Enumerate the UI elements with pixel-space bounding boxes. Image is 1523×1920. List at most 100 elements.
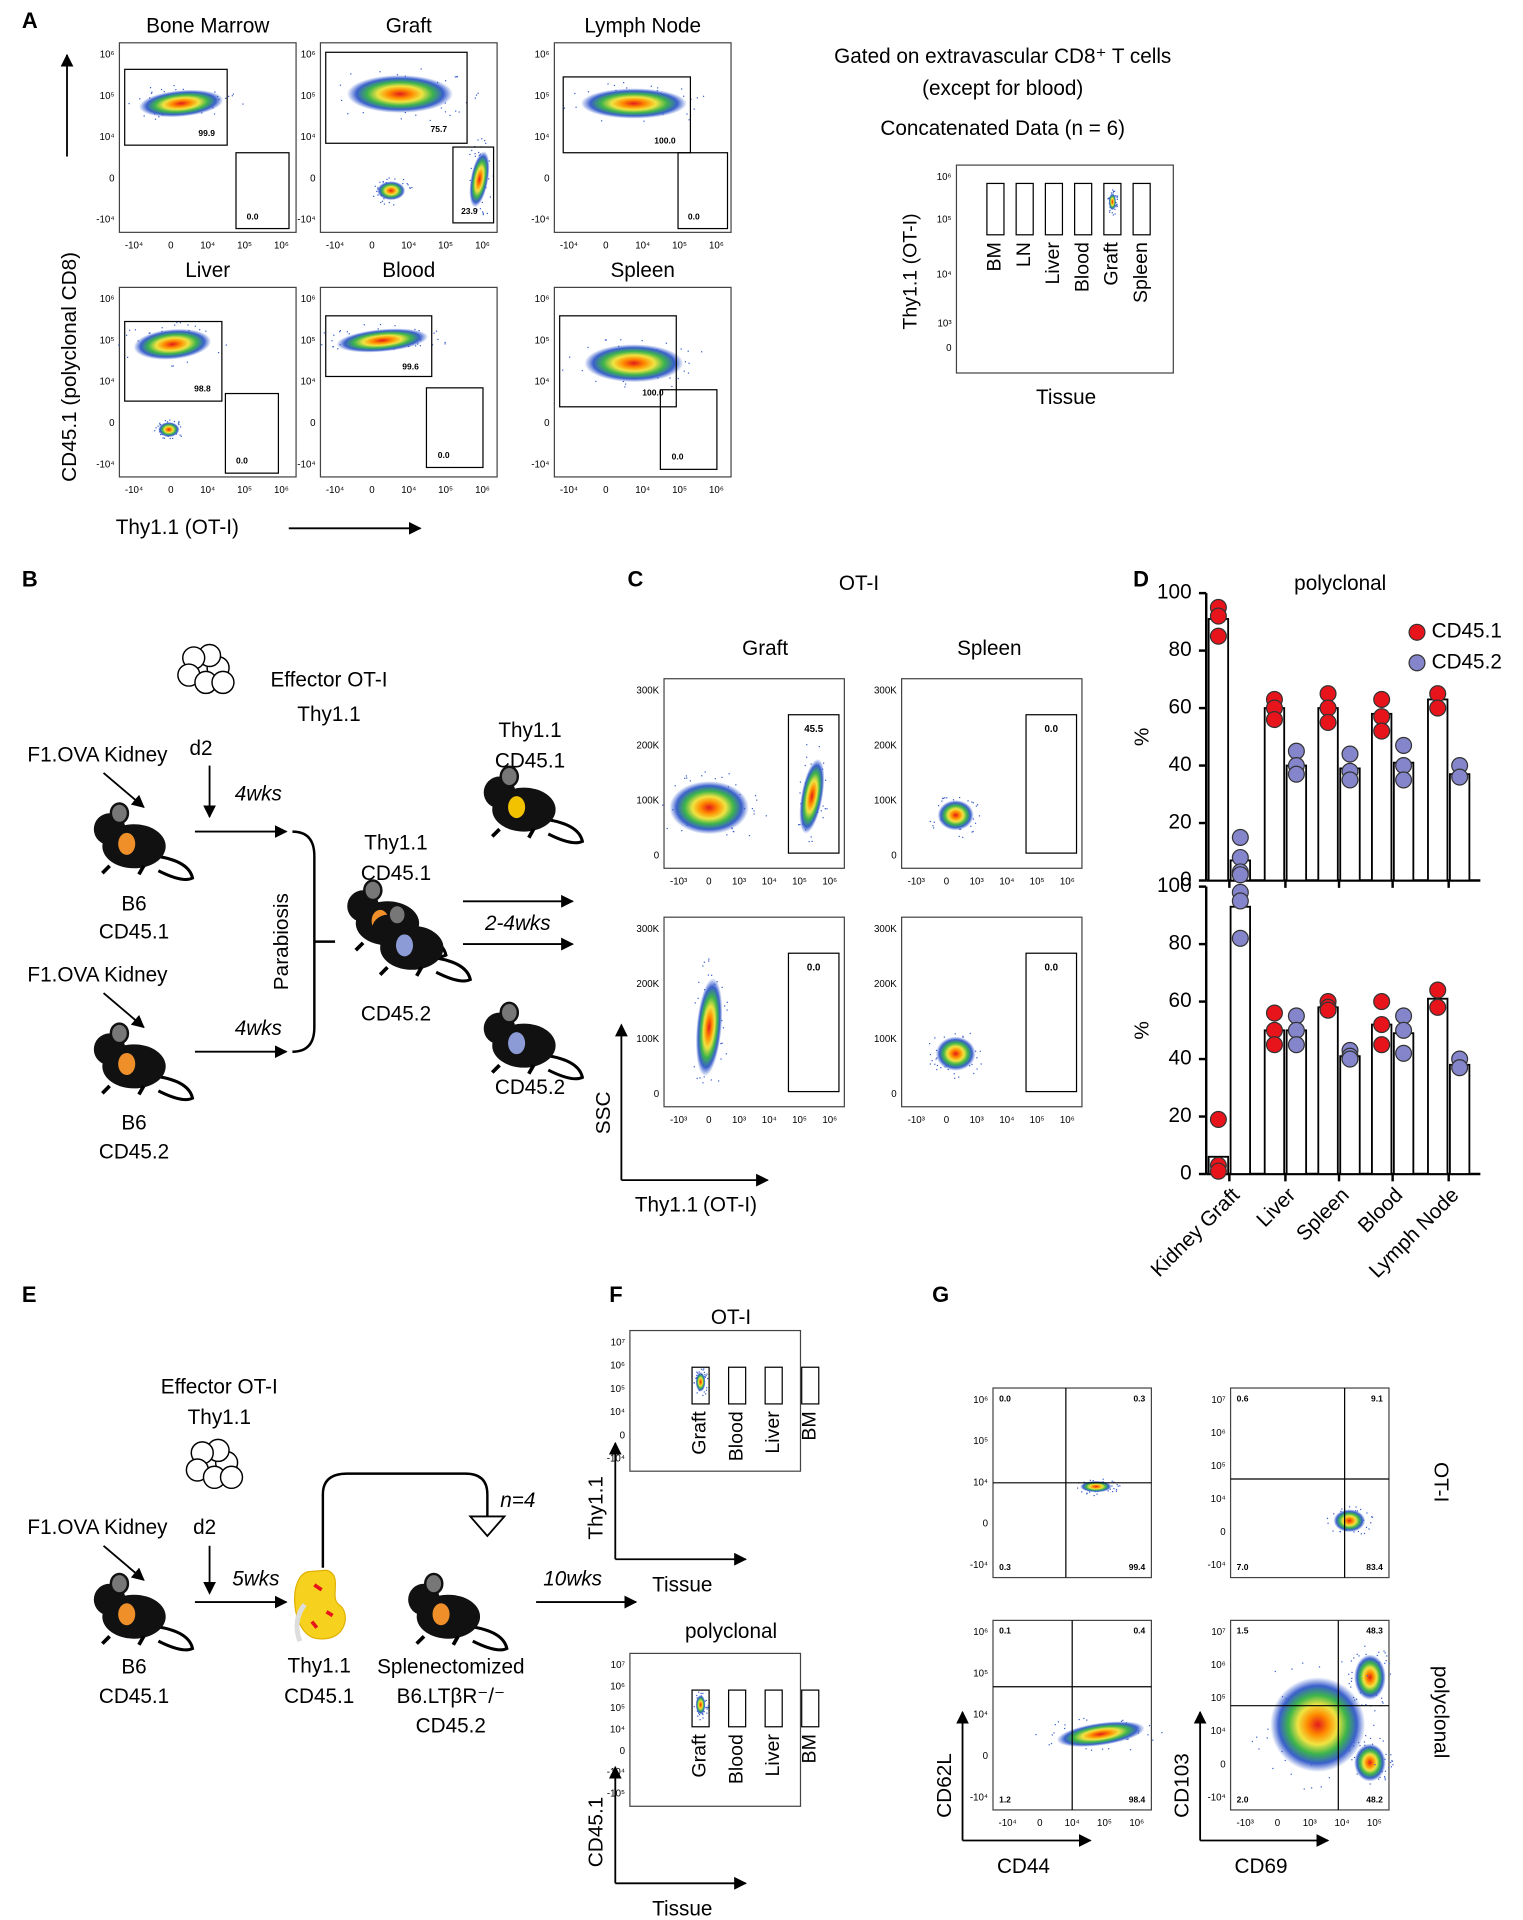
event-dot xyxy=(339,331,341,333)
y-tick-label: 40 xyxy=(1169,1047,1192,1070)
mouse-feet xyxy=(378,966,424,977)
event-dot xyxy=(1302,1662,1304,1664)
event-dot xyxy=(178,421,180,424)
event-dot xyxy=(159,424,161,426)
event-dot xyxy=(1113,1487,1115,1490)
event-dot xyxy=(1348,1506,1351,1508)
event-dot xyxy=(954,1033,956,1035)
quadrant-value: 48.2 xyxy=(1366,1794,1383,1804)
y-tick-label: 10⁴ xyxy=(610,1724,625,1735)
event-dot xyxy=(1152,1739,1154,1741)
plot-title: Bone Marrow xyxy=(146,14,270,37)
y-tick-label: 20 xyxy=(1169,1104,1192,1127)
quadrant-value: 0.3 xyxy=(1133,1393,1145,1403)
y-tick-label: 10⁵ xyxy=(301,335,316,346)
event-dot xyxy=(214,91,216,93)
bar xyxy=(1427,997,1449,1175)
event-dot xyxy=(474,155,476,157)
event-dot xyxy=(624,383,627,385)
event-dot xyxy=(173,420,176,423)
data-point xyxy=(1209,1162,1227,1180)
y-tick-label: 300K xyxy=(636,924,659,935)
event-dot xyxy=(469,179,471,182)
mouse-kidney xyxy=(432,1603,450,1626)
label: B6.LTβR⁻/⁻ xyxy=(397,1685,505,1708)
event-dot xyxy=(700,1692,702,1695)
event-dot xyxy=(482,213,484,216)
event-dot xyxy=(1357,1530,1360,1533)
x-tick-label: -10³ xyxy=(908,1115,926,1126)
category-gate xyxy=(691,1689,710,1728)
event-dot xyxy=(721,776,723,779)
event-dot xyxy=(721,986,723,988)
event-dot xyxy=(154,430,156,432)
event-dot xyxy=(1379,1776,1381,1778)
quadrant-value: 98.4 xyxy=(1129,1794,1146,1804)
event-dot xyxy=(1077,1487,1079,1489)
event-dot xyxy=(753,810,755,812)
mouse-feet xyxy=(415,1634,460,1646)
event-dot xyxy=(1108,1748,1110,1750)
x-tick-label: -10⁴ xyxy=(998,1818,1016,1829)
category-label: Liver xyxy=(762,1411,784,1454)
data-point xyxy=(1265,1004,1283,1022)
event-dot xyxy=(693,1706,695,1708)
category-label: Liver xyxy=(762,1734,784,1777)
y-tick-label: 0 xyxy=(1220,1527,1226,1538)
marker: Thy1.1 xyxy=(297,703,360,726)
event-dot xyxy=(626,87,628,89)
category-label: BM xyxy=(798,1734,820,1763)
event-dot xyxy=(681,88,683,90)
event-dot xyxy=(213,113,216,115)
event-dot xyxy=(1371,1516,1374,1518)
event-dot xyxy=(481,211,484,213)
data-point xyxy=(1287,742,1305,760)
x-tick-label: 10⁵ xyxy=(792,1115,807,1126)
event-dot xyxy=(975,805,978,807)
y-tick-label: 0 xyxy=(620,1746,626,1757)
x-tick-label: 0 xyxy=(1037,1818,1043,1829)
plot-frame xyxy=(901,916,1083,1108)
x-tick-label: 10⁶ xyxy=(1129,1818,1144,1829)
event-dot xyxy=(1376,1654,1378,1657)
event-dot xyxy=(433,332,435,334)
plot-frame xyxy=(1229,1619,1390,1811)
y-tick-label: 10⁵ xyxy=(610,1384,625,1395)
event-dot xyxy=(394,178,396,180)
bar xyxy=(1448,773,1471,882)
event-dot xyxy=(1083,1717,1085,1720)
x-tick-label: 10⁵ xyxy=(237,240,252,251)
event-dot xyxy=(1378,1651,1380,1653)
event-dot xyxy=(943,1036,945,1038)
data-point xyxy=(1429,699,1447,717)
event-dot xyxy=(703,1368,705,1370)
y-tick-label: 40 xyxy=(1169,753,1192,776)
y-tick-label: 10⁶ xyxy=(301,50,316,61)
event-dot xyxy=(702,1713,704,1716)
density-cloud xyxy=(935,1036,976,1071)
event-dot xyxy=(677,377,679,380)
y-tick-label: -10⁴ xyxy=(297,215,315,226)
event-dot xyxy=(1115,206,1117,208)
event-dot xyxy=(1364,1645,1366,1647)
event-dot xyxy=(1382,1740,1384,1742)
event-dot xyxy=(735,784,737,786)
event-dot xyxy=(1384,1662,1386,1664)
label: Effector OT-I xyxy=(270,669,387,692)
event-dot xyxy=(765,815,767,817)
data-point xyxy=(1319,685,1337,703)
plot-title: OT-I xyxy=(711,1306,751,1329)
axis-label: CD69 xyxy=(1235,1855,1288,1878)
category-label: Liver xyxy=(1042,242,1064,285)
event-dot xyxy=(581,370,583,372)
category-label: Blood xyxy=(725,1411,747,1461)
gate-value: 0.0 xyxy=(1045,724,1059,735)
event-dot xyxy=(481,201,484,204)
density-cloud xyxy=(799,758,825,834)
event-dot xyxy=(1356,1773,1358,1775)
event-dot xyxy=(1111,212,1113,214)
x-tick-label: 10⁴ xyxy=(999,1115,1014,1126)
data-point xyxy=(1429,685,1447,703)
data-point xyxy=(1341,771,1359,789)
